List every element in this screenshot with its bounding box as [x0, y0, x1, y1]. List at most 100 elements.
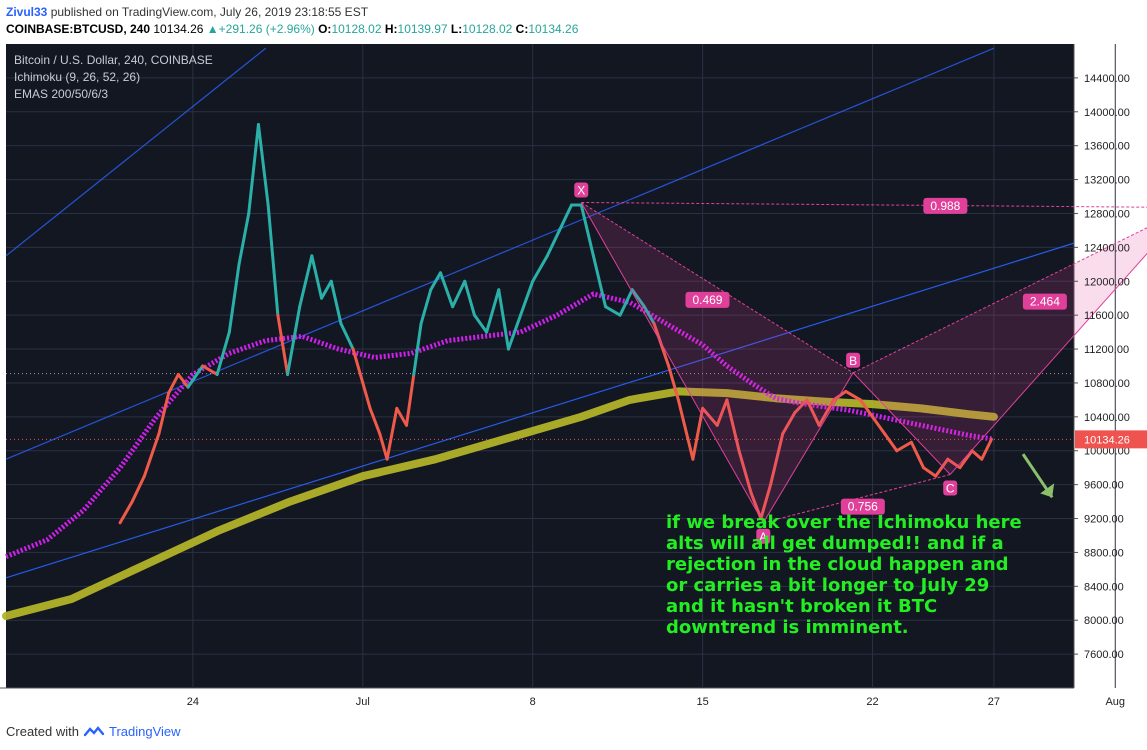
price-segment: [909, 440, 926, 470]
price-segment: [351, 347, 365, 385]
price-segment: [579, 203, 595, 258]
pattern-ratio-badge: [685, 291, 730, 308]
pattern-triangle-xab: [581, 202, 854, 523]
price-segment: [438, 271, 455, 309]
price-segment: [405, 372, 416, 427]
change-arrow: ▲: [206, 22, 219, 36]
high-value: 10139.97: [397, 22, 448, 36]
pattern-point-x-badge: [574, 182, 589, 198]
pattern-point-x: X: [577, 183, 585, 197]
y-tick-label: 10800.00: [1084, 378, 1130, 390]
price-segment: [531, 254, 549, 283]
price-segment: [201, 364, 219, 376]
tradingview-logo-icon: [83, 725, 105, 736]
price-segment: [545, 228, 561, 258]
time-axis-bg[interactable]: [0, 688, 1074, 718]
ohlc-header: COINBASE:BTCUSD, 240 10134.26 ▲+291.26 (…: [6, 22, 578, 36]
price-segment: [676, 398, 695, 461]
x-tick-label: Aug: [1105, 696, 1125, 708]
price-segment: [922, 466, 938, 478]
y-tick-label: 11600.00: [1084, 310, 1129, 322]
price-segment: [378, 432, 389, 461]
price-segment: [934, 457, 950, 478]
price-segment: [186, 364, 205, 389]
pattern-ratio-xb: [580, 202, 854, 374]
trendline-top: [5, 47, 267, 257]
price-segment: [329, 279, 343, 326]
price-segment: [227, 262, 241, 334]
series-layer: [2, 123, 998, 620]
price-segment: [247, 123, 260, 215]
close-label: C:: [515, 22, 529, 36]
price-segment: [701, 406, 719, 427]
pattern-ratio-badge: [1022, 293, 1067, 310]
y-tick-label: 9200.00: [1084, 514, 1124, 526]
grid: [6, 44, 1116, 688]
price-segment: [130, 474, 146, 504]
price-segment: [215, 330, 231, 376]
price-segment: [451, 279, 467, 309]
price-segment: [310, 254, 324, 300]
price-segment: [642, 305, 656, 326]
ema-200-line: [2, 387, 998, 620]
price-segment: [980, 437, 993, 461]
open-label: O:: [318, 22, 332, 36]
y-tick-label: 10000.00: [1084, 446, 1130, 458]
price-segment: [286, 305, 302, 376]
legend-ichimoku[interactable]: Ichimoku (9, 26, 52, 26): [14, 70, 140, 84]
price-segment: [339, 322, 355, 351]
trendline-lower: [5, 242, 1075, 579]
y-tick-label: 10400.00: [1084, 412, 1130, 424]
price-segment: [497, 288, 510, 351]
publish-header: Zivul33 published on TradingView.com, Ju…: [6, 5, 368, 19]
price-segment: [817, 398, 836, 427]
annotation-line-6: downtrend is imminent.: [666, 617, 909, 638]
pattern-leg-ab: [762, 372, 854, 524]
pattern-ratio-label: 0.469: [692, 293, 722, 307]
y-tick-label: 13600.00: [1084, 141, 1130, 153]
price-segment: [805, 398, 821, 427]
y-tick-label: 8400.00: [1084, 581, 1124, 593]
footer-brand[interactable]: TradingView: [108, 724, 181, 739]
price-segment: [176, 372, 190, 389]
price-segment: [871, 415, 887, 436]
legend-symbol[interactable]: Bitcoin / U.S. Dollar, 240, COINBASE: [14, 53, 213, 67]
price-segment: [958, 449, 974, 470]
price-segment: [266, 203, 280, 317]
price-segment: [361, 381, 372, 410]
pattern-point-c-badge: [943, 480, 958, 496]
price-segment: [142, 432, 161, 478]
y-tick-label: 12400.00: [1084, 242, 1130, 254]
price-segment: [298, 254, 314, 309]
y-tick-label: 14400.00: [1084, 73, 1130, 85]
pattern-ratio-xd: [581, 201, 1147, 208]
price-segment: [652, 322, 671, 368]
low-value: 10128.02: [462, 22, 513, 36]
y-tick-label: 7600.00: [1084, 649, 1124, 661]
price-segment: [691, 406, 705, 461]
price-segment: [557, 203, 574, 232]
last-price-label: 10134.26: [1084, 434, 1130, 446]
price-segment: [591, 254, 608, 309]
price-segment: [749, 491, 763, 521]
price-segment: [485, 288, 501, 334]
legend-emas[interactable]: EMAS 200/50/6/3: [14, 87, 108, 101]
pattern-ratio-label: 0.756: [848, 500, 878, 514]
last-price-badge: [1075, 430, 1147, 449]
price-axis-bg[interactable]: [1074, 44, 1147, 718]
y-tick-label: 8800.00: [1084, 547, 1124, 559]
price-segment: [844, 389, 862, 402]
price-segment: [276, 313, 290, 376]
y-tick-label: 11200.00: [1084, 344, 1129, 356]
x-tick-label: 15: [697, 696, 709, 708]
price-segment: [157, 391, 171, 436]
open-value: 10128.02: [331, 22, 382, 36]
pattern-point-a: A: [759, 530, 767, 544]
price-segment: [506, 313, 523, 351]
author-link[interactable]: Zivul33: [6, 5, 48, 19]
price-segment: [519, 279, 535, 317]
plot-background: [6, 44, 1074, 688]
pattern-leg-bc: [852, 372, 951, 475]
